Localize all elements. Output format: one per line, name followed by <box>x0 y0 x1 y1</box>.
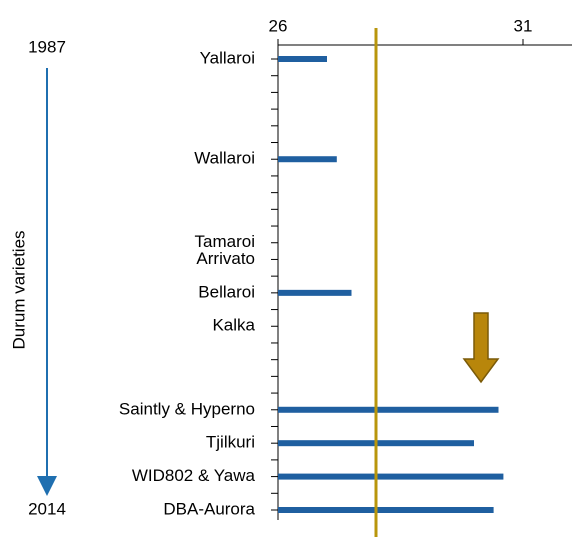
y-tick-label: Tjilkuri <box>206 433 255 452</box>
x-tick-label: 31 <box>514 16 533 35</box>
y-tick-label: Bellaroi <box>198 282 255 301</box>
y-tick-label: WID802 & Yawa <box>132 466 256 485</box>
arrow-annotation <box>462 312 500 384</box>
y-tick-label: Wallaroi <box>194 149 255 168</box>
x-tick-label: 26 <box>269 16 288 35</box>
y-axis-label: Durum varieties <box>9 230 28 349</box>
bar <box>278 156 337 163</box>
y-tick-label: Saintly & Hyperno <box>119 399 255 418</box>
bar <box>278 507 494 513</box>
bar <box>278 289 352 296</box>
y-tick-label: Arrivato <box>196 249 255 268</box>
y-tick-label: Kalka <box>212 316 255 335</box>
bar <box>278 473 504 480</box>
start-year: 1987 <box>28 37 66 56</box>
bar <box>278 406 499 413</box>
y-tick-label: Yallaroi <box>200 48 255 67</box>
bar <box>278 56 327 62</box>
y-tick-label: DBA-Aurora <box>163 499 255 518</box>
y-tick-label: Tamaroi <box>195 232 255 251</box>
end-year: 2014 <box>28 499 66 518</box>
